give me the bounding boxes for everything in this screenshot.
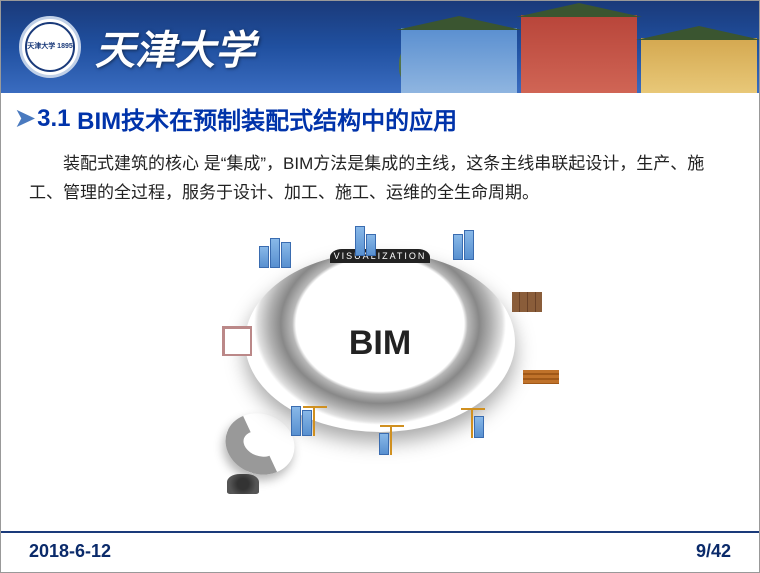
page-indicator: 9/42 bbox=[696, 541, 731, 562]
slide-footer: 2018-6-12 9/42 bbox=[1, 531, 759, 572]
crane-icon bbox=[457, 402, 497, 438]
lumber-icon bbox=[521, 348, 561, 384]
materials-node bbox=[521, 348, 561, 384]
slide-date: 2018-6-12 bbox=[29, 541, 111, 562]
buildings-icon bbox=[345, 220, 385, 256]
plan-node bbox=[443, 224, 483, 260]
bim-lifecycle-diagram: VISUALIZATION BIM bbox=[1, 208, 759, 494]
paragraph-text: 装配式建筑的核心 是“集成”，BIM方法是集成的主线，这条主线串联起设计，生产、… bbox=[1, 136, 759, 208]
clipboard-node bbox=[217, 320, 257, 356]
buildings-icon bbox=[255, 232, 295, 268]
design-node bbox=[255, 232, 295, 268]
assembly-node bbox=[457, 402, 497, 438]
chevron-right-icon: ➤ bbox=[15, 104, 35, 133]
model-node bbox=[345, 220, 385, 256]
seal-text: 天津大学 1895 bbox=[25, 22, 75, 72]
section-heading: ➤ 3.1 BIM技术在预制装配式结构中的应用 bbox=[1, 93, 759, 136]
crane-icon bbox=[365, 419, 405, 455]
section-number: 3.1 bbox=[37, 105, 70, 133]
clipboard-icon bbox=[217, 320, 257, 356]
page-current: 9 bbox=[696, 541, 706, 561]
section-title-text: BIM技术在预制装配式结构中的应用 bbox=[77, 101, 457, 136]
waste-node bbox=[223, 458, 263, 494]
university-name: 天津大学 bbox=[95, 18, 255, 76]
blocks-icon bbox=[507, 276, 547, 312]
slide-header: 天津大学 1895 天津大学 bbox=[1, 1, 759, 93]
factory-node bbox=[507, 276, 547, 312]
building-decoration bbox=[401, 28, 517, 93]
building-decoration bbox=[641, 38, 757, 93]
buildings-icon bbox=[443, 224, 483, 260]
crane-node bbox=[365, 419, 405, 455]
rubble-icon bbox=[223, 458, 263, 494]
page-total: 42 bbox=[711, 541, 731, 561]
buildings-icon bbox=[283, 400, 323, 436]
university-seal-icon: 天津大学 1895 bbox=[19, 16, 81, 78]
construction-node bbox=[283, 400, 323, 436]
header-buildings-bg bbox=[399, 1, 759, 93]
building-decoration bbox=[521, 15, 637, 93]
